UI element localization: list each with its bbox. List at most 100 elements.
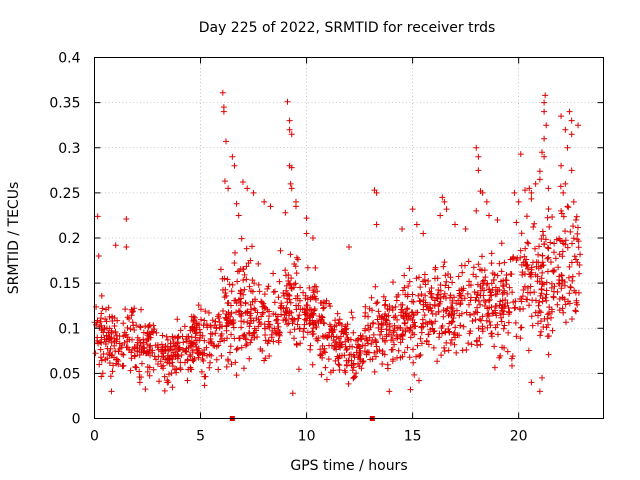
data-point — [310, 310, 317, 317]
y-tick-label: 0.35 — [49, 96, 80, 112]
data-point — [508, 355, 515, 362]
data-point — [363, 351, 370, 358]
data-point — [181, 359, 188, 366]
data-point — [545, 185, 552, 192]
data-point — [98, 373, 105, 380]
data-point — [449, 318, 456, 325]
data-point — [223, 322, 230, 329]
data-point — [306, 321, 313, 328]
data-point — [564, 244, 571, 251]
data-point — [118, 350, 125, 357]
data-point — [293, 270, 300, 277]
data-point — [401, 272, 408, 279]
data-point — [96, 361, 103, 368]
data-point — [491, 364, 498, 371]
data-point — [440, 263, 447, 270]
data-point — [527, 271, 534, 278]
data-point — [461, 262, 468, 269]
data-point — [566, 290, 573, 297]
data-point — [189, 324, 196, 331]
data-point — [404, 344, 411, 351]
data-point — [249, 298, 256, 305]
data-point — [335, 361, 342, 368]
data-point — [373, 221, 380, 228]
data-point — [108, 352, 115, 359]
data-point — [577, 251, 584, 258]
data-point — [394, 316, 401, 323]
data-point — [483, 198, 490, 205]
data-point — [537, 309, 544, 316]
data-point — [437, 212, 444, 219]
data-point — [213, 324, 220, 331]
data-point — [504, 291, 511, 298]
data-point — [288, 185, 295, 192]
data-point — [558, 281, 565, 288]
data-point — [379, 361, 386, 368]
data-point — [465, 340, 472, 347]
data-point — [175, 334, 182, 341]
data-point — [98, 310, 105, 317]
data-point — [388, 333, 395, 340]
data-point — [574, 259, 581, 266]
data-point — [432, 318, 439, 325]
data-point — [116, 340, 123, 347]
data-point — [414, 309, 421, 316]
data-point — [541, 99, 548, 106]
data-point — [328, 333, 335, 340]
x-tick-label: 0 — [90, 429, 99, 445]
data-point — [215, 313, 222, 320]
data-point — [428, 284, 435, 291]
data-point — [556, 251, 563, 258]
data-point — [313, 318, 320, 325]
data-point — [496, 354, 503, 361]
data-point — [240, 277, 247, 284]
data-point — [543, 297, 550, 304]
data-point — [155, 361, 162, 368]
data-point — [234, 278, 241, 285]
data-point — [511, 305, 518, 312]
data-point — [518, 296, 525, 303]
data-point — [239, 179, 246, 186]
data-point — [112, 242, 119, 249]
x-tick-label: 20 — [510, 429, 528, 445]
data-point — [520, 286, 527, 293]
data-point — [562, 180, 569, 187]
data-point — [232, 309, 239, 316]
data-point — [526, 185, 533, 192]
data-point — [368, 341, 375, 348]
data-point — [228, 288, 235, 295]
data-point — [111, 342, 118, 349]
data-point — [415, 292, 422, 299]
data-point — [287, 180, 294, 187]
data-point — [390, 314, 397, 321]
data-point — [465, 301, 472, 308]
data-point — [379, 313, 386, 320]
data-point — [97, 346, 104, 353]
data-point — [491, 343, 498, 350]
data-point — [432, 311, 439, 318]
data-point — [182, 348, 189, 355]
data-point — [207, 322, 214, 329]
data-point — [184, 356, 191, 363]
data-point — [381, 351, 388, 358]
data-point — [288, 131, 295, 138]
data-point — [528, 195, 535, 202]
data-point — [250, 189, 257, 196]
data-point — [442, 272, 449, 279]
data-point — [483, 281, 490, 288]
data-point — [535, 251, 542, 258]
data-point — [538, 149, 545, 156]
data-point — [569, 277, 576, 284]
data-point — [443, 339, 450, 346]
data-point — [564, 144, 571, 151]
data-point — [261, 198, 268, 205]
data-point — [505, 319, 512, 326]
data-point — [499, 344, 506, 351]
data-point — [229, 319, 236, 326]
data-point — [393, 297, 400, 304]
data-point — [475, 325, 482, 332]
data-point — [311, 307, 318, 314]
data-point — [494, 216, 501, 223]
data-point — [502, 297, 509, 304]
data-point — [546, 223, 553, 230]
